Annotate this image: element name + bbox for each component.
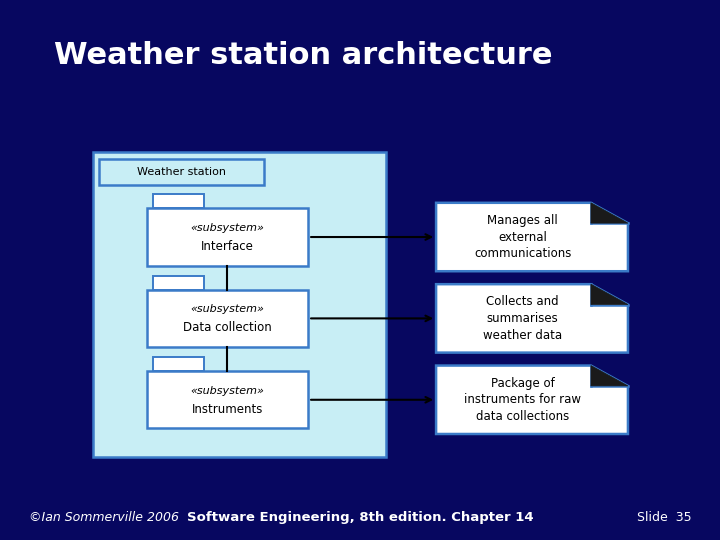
- Text: Manages all: Manages all: [487, 214, 558, 227]
- Text: Collects and: Collects and: [487, 295, 559, 308]
- Polygon shape: [591, 284, 628, 305]
- Polygon shape: [436, 366, 628, 434]
- Text: Weather station architecture: Weather station architecture: [54, 41, 552, 70]
- Polygon shape: [591, 366, 628, 386]
- Bar: [147, 290, 308, 347]
- Text: external: external: [498, 231, 547, 244]
- Bar: [93, 152, 386, 457]
- Polygon shape: [436, 284, 628, 353]
- Text: data collections: data collections: [476, 410, 570, 423]
- Text: Weather station: Weather station: [138, 167, 227, 177]
- Text: Instruments: Instruments: [192, 402, 263, 415]
- Polygon shape: [436, 203, 628, 271]
- Bar: [147, 208, 308, 266]
- Text: ©Ian Sommerville 2006: ©Ian Sommerville 2006: [29, 511, 179, 524]
- Text: Slide  35: Slide 35: [636, 511, 691, 524]
- Bar: [99, 159, 264, 185]
- Bar: [147, 371, 308, 428]
- Text: «subsystem»: «subsystem»: [191, 386, 264, 395]
- Text: Package of: Package of: [491, 376, 554, 390]
- Text: «subsystem»: «subsystem»: [191, 304, 264, 314]
- Text: communications: communications: [474, 247, 572, 260]
- Bar: [153, 194, 204, 208]
- Text: Software Engineering, 8th edition. Chapter 14: Software Engineering, 8th edition. Chapt…: [186, 511, 534, 524]
- Text: «subsystem»: «subsystem»: [191, 223, 264, 233]
- Text: Data collection: Data collection: [183, 321, 271, 334]
- Text: summarises: summarises: [487, 312, 559, 325]
- Text: weather data: weather data: [483, 328, 562, 341]
- Bar: [153, 357, 204, 371]
- Bar: [153, 276, 204, 290]
- Text: Interface: Interface: [201, 240, 254, 253]
- Text: instruments for raw: instruments for raw: [464, 393, 581, 406]
- Polygon shape: [591, 203, 628, 223]
